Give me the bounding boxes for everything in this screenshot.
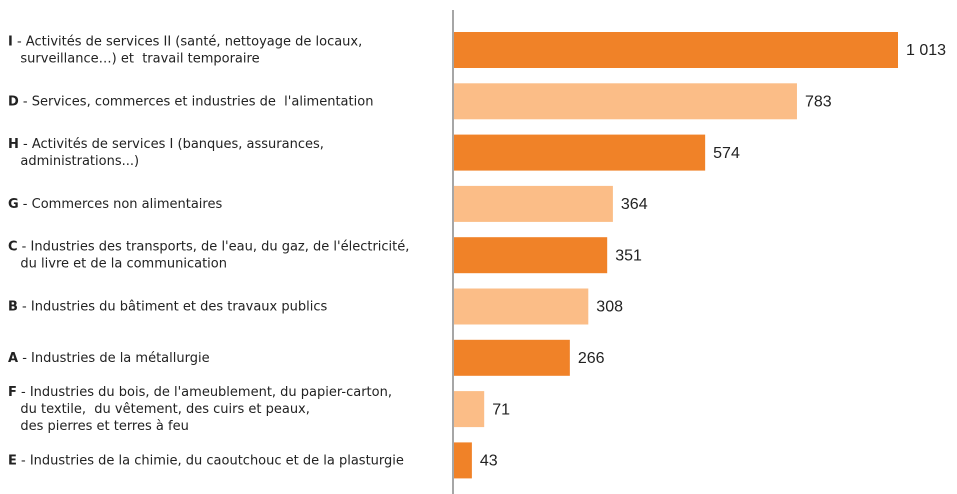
bar: [454, 288, 589, 325]
value-label: 43: [480, 453, 498, 470]
bar: [454, 134, 706, 171]
category-label: I - Activités de services II (santé, net…: [8, 34, 362, 66]
category-label: C - Industries des transports, de l'eau,…: [8, 239, 409, 271]
category-label: H - Activités de services I (banques, as…: [8, 137, 324, 169]
value-label: 351: [615, 247, 642, 264]
category-label: D - Services, commerces et industries de…: [8, 94, 373, 109]
value-label: 1 013: [906, 42, 946, 59]
value-label: 71: [492, 401, 510, 418]
category-label: B - Industries du bâtiment et des travau…: [8, 299, 327, 314]
category-label: E - Industries de la chimie, du caoutcho…: [8, 453, 404, 468]
value-label: 364: [621, 196, 648, 213]
bar: [454, 237, 608, 274]
bar: [454, 185, 613, 222]
bar: [454, 339, 570, 376]
category-label: A - Industries de la métallurgie: [8, 350, 210, 365]
bar: [454, 442, 472, 479]
bar: [454, 32, 898, 68]
category-label: F - Industries du bois, de l'ameublement…: [8, 385, 392, 434]
category-label: G - Commerces non alimentaires: [8, 196, 222, 211]
value-label: 783: [805, 94, 832, 111]
value-label: 266: [578, 350, 605, 367]
value-label: 574: [713, 145, 740, 162]
bar: [454, 391, 485, 428]
bar: [454, 83, 797, 120]
value-label: 308: [596, 299, 623, 316]
